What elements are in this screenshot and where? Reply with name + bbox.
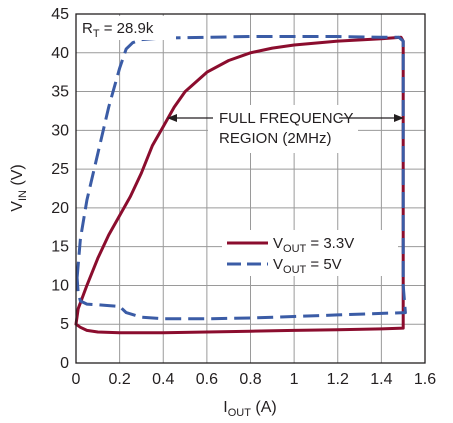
param-label-rest: = 28.9k	[100, 20, 154, 37]
y-tick-label: 40	[51, 45, 69, 62]
y-tick-label: 30	[51, 122, 69, 139]
series-line-vout-5v	[75, 35, 407, 321]
annotation-bg	[208, 105, 358, 153]
y-tick-label: 45	[51, 6, 69, 23]
x-tick-label: 1.4	[370, 371, 392, 388]
y-tick-label: 15	[51, 239, 69, 256]
legend: VOUT = 3.3V VOUT = 5V	[222, 230, 398, 276]
x-tick-label: 0.2	[109, 371, 131, 388]
series-layer	[74, 35, 407, 335]
x-tick-label: 0.4	[152, 371, 174, 388]
series-line-vout-3v3	[74, 35, 405, 335]
annotation-line-2: REGION (2MHz)	[219, 130, 332, 147]
legend-bg	[222, 230, 398, 276]
x-tick-label: 1.2	[327, 371, 349, 388]
y-tick-label: 5	[60, 316, 69, 333]
plot-frame	[75, 13, 426, 364]
x-tick-label: 1.6	[414, 371, 436, 388]
x-tick-label: 1	[290, 371, 299, 388]
legend-label-5v: VOUT = 5V	[273, 256, 342, 276]
param-label-sub: T	[93, 28, 100, 40]
x-axis-label: IOUT (A)	[223, 399, 276, 419]
x-tick-label: 0.8	[239, 371, 261, 388]
y-tick-label: 25	[51, 161, 69, 178]
y-tick-label: 20	[51, 200, 69, 217]
param-label-bg	[78, 16, 176, 40]
annotation-arrowhead-right	[394, 114, 404, 122]
y-tick-label: 35	[51, 84, 69, 101]
tick-labels: 0 0.2 0.4 0.6 0.8 1 1.2 1.4 1.6 0 5 10 15 20 25 30 35 40 4…	[51, 6, 436, 388]
y-tick-label: 0	[60, 355, 69, 372]
x-tick-label: 0.6	[196, 371, 218, 388]
y-axis-label: VIN (V)	[9, 164, 29, 211]
annotation-arrowhead-left	[167, 114, 177, 122]
legend-label-3v3: VOUT = 3.3V	[273, 235, 354, 255]
param-label-main: R	[82, 20, 93, 37]
annotation-line-1: FULL FREQUENCY	[219, 110, 353, 127]
x-tick-label: 0	[72, 371, 81, 388]
y-tick-label: 10	[51, 277, 69, 294]
param-label: RT = 28.9k	[82, 20, 154, 40]
